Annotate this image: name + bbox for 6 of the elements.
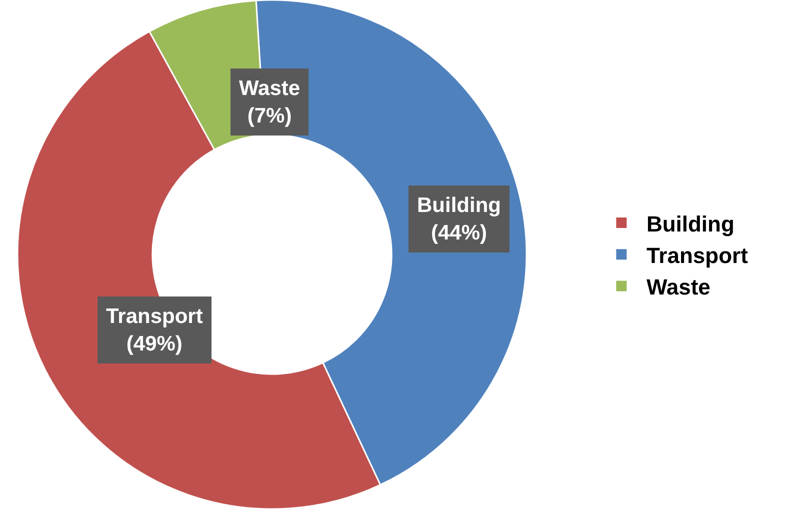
legend-label: Waste <box>646 274 710 300</box>
legend-label: Transport <box>646 242 749 268</box>
data-label: Transport (49%) <box>106 305 203 356</box>
legend-label: Building <box>646 211 734 236</box>
data-label: Building (44%) <box>417 194 501 244</box>
data-label: Waste (7%) <box>239 77 300 128</box>
